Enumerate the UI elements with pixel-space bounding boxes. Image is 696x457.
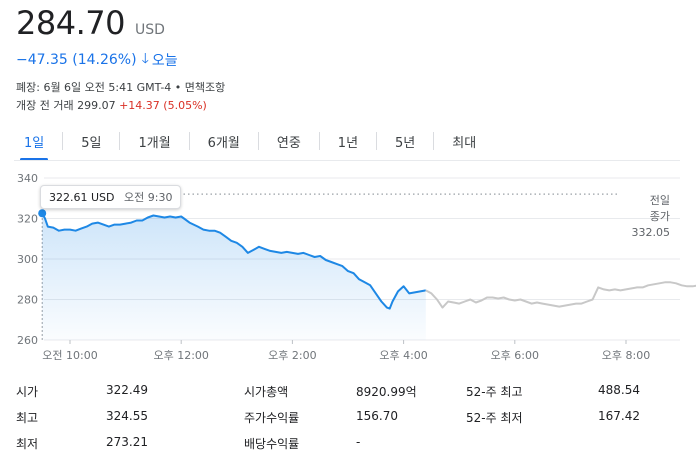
- after-hours-line: [425, 281, 696, 309]
- tab-divider: [188, 132, 190, 150]
- stat-label: 배당수익률: [244, 437, 300, 451]
- price-change: −47.35 (14.26%) 🡓 오늘: [16, 48, 178, 72]
- price-header: 284.70 USD: [16, 4, 165, 42]
- x-tick-label: 오후 6:00: [491, 349, 539, 362]
- stat-pe-ratio: 주가수익률 156.70: [244, 409, 398, 426]
- x-tick-label: 오후 4:00: [379, 349, 427, 362]
- premarket-label: 개장 전 거래: [16, 99, 74, 112]
- stat-label: 시가총액: [244, 385, 289, 399]
- stat-label: 최고: [16, 411, 39, 425]
- stat-value: 273.21: [106, 435, 148, 449]
- tab-divider: [433, 132, 435, 150]
- x-tick-label: 오후 12:00: [153, 349, 208, 362]
- premarket-info: 개장 전 거래 299.07 +14.37 (5.05%): [16, 97, 207, 113]
- arrow-down-icon: 🡓: [141, 51, 149, 67]
- y-tick-label: 340: [17, 172, 38, 185]
- stat-label: 시가: [16, 385, 39, 399]
- tab-1y[interactable]: 1년: [337, 135, 359, 151]
- regular-session-line: [41, 212, 426, 310]
- stat-label: 주가수익률: [244, 411, 300, 425]
- tab-divider: [62, 132, 64, 150]
- tab-max[interactable]: 최대: [452, 135, 477, 151]
- regular-session-area: [42, 213, 426, 340]
- tooltip-time: 오전 9:30: [124, 191, 173, 204]
- tab-5y[interactable]: 5년: [395, 135, 416, 151]
- tab-6m[interactable]: 6개월: [207, 135, 240, 151]
- x-tick-label: 오후 2:00: [268, 349, 316, 362]
- stat-52w-low: 52-주 최저 167.42: [466, 409, 640, 426]
- stat-label: 52-주 최고: [466, 385, 523, 399]
- y-tick-label: 300: [17, 253, 38, 266]
- current-price: 284.70: [16, 4, 125, 42]
- tab-1m[interactable]: 1개월: [138, 135, 171, 151]
- stat-market-cap: 시가총액 8920.99억: [244, 383, 417, 400]
- stat-value: 322.49: [106, 383, 148, 397]
- change-period: 오늘: [151, 53, 178, 69]
- premarket-price: 299.07: [77, 99, 116, 112]
- tooltip-price: 322.61 USD: [49, 191, 115, 204]
- prev-close-line2: 종가: [649, 210, 670, 223]
- premarket-change: +14.37 (5.05%): [119, 99, 207, 112]
- stat-value: 324.55: [106, 409, 148, 423]
- hover-point: [38, 209, 47, 218]
- tab-divider: [318, 132, 320, 150]
- range-tabs: 1일 5일 1개월 6개월 연중 1년 5년 최대: [14, 124, 486, 161]
- prev-close-value: 332.05: [631, 226, 671, 239]
- y-tick-label: 280: [17, 294, 38, 307]
- y-tick-label: 320: [17, 213, 38, 226]
- stat-dividend-yield: 배당수익률 -: [244, 435, 360, 452]
- x-tick-label: 오후 8:00: [602, 349, 650, 362]
- prev-close-line1: 전일: [649, 194, 670, 207]
- stat-value: 156.70: [356, 409, 398, 423]
- tab-divider: [119, 132, 121, 150]
- tabs-underline: [14, 160, 680, 161]
- stat-52w-high: 52-주 최고 488.54: [466, 383, 640, 400]
- currency-label: USD: [134, 22, 165, 38]
- tab-ytd[interactable]: 연중: [276, 135, 301, 151]
- stat-high: 최고 324.55: [16, 409, 148, 426]
- market-closed-info: 폐장: 6월 6일 오전 5:41 GMT-4 • 면책조항: [16, 81, 226, 94]
- stat-value: 488.54: [598, 383, 640, 397]
- stat-open: 시가 322.49: [16, 383, 148, 400]
- tab-5d[interactable]: 5일: [81, 135, 102, 151]
- stat-low: 최저 273.21: [16, 435, 148, 452]
- tab-1d[interactable]: 1일: [14, 126, 54, 161]
- chart-tooltip: 322.61 USD 오전 9:30: [40, 185, 182, 209]
- x-tick-label: 오전 10:00: [42, 349, 97, 362]
- stat-value: -: [356, 435, 361, 449]
- stat-value: 8920.99억: [356, 385, 417, 399]
- change-value: −47.35 (14.26%): [16, 52, 137, 68]
- stat-label: 52-주 최저: [466, 411, 523, 425]
- tab-divider: [376, 132, 378, 150]
- tab-divider: [257, 132, 259, 150]
- stat-value: 167.42: [598, 409, 640, 423]
- stat-label: 최저: [16, 437, 39, 451]
- previous-close-label: 전일 종가 332.05: [618, 193, 671, 241]
- y-tick-label: 260: [17, 334, 38, 347]
- price-chart[interactable]: 340 320 300 280 260 오전 10:00 오후 12:00 오후 2:00 오후…: [0, 162, 696, 372]
